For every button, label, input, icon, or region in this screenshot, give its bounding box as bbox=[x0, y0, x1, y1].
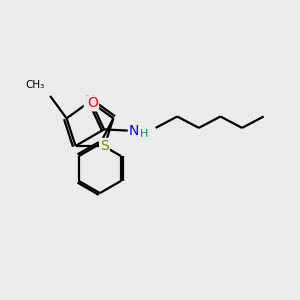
Text: O: O bbox=[87, 96, 98, 110]
Text: S: S bbox=[100, 139, 109, 153]
Text: H: H bbox=[140, 129, 148, 139]
Text: N: N bbox=[129, 124, 139, 138]
Text: methyl: methyl bbox=[46, 92, 51, 94]
Text: CH₃: CH₃ bbox=[26, 80, 45, 91]
Text: N: N bbox=[85, 94, 95, 108]
